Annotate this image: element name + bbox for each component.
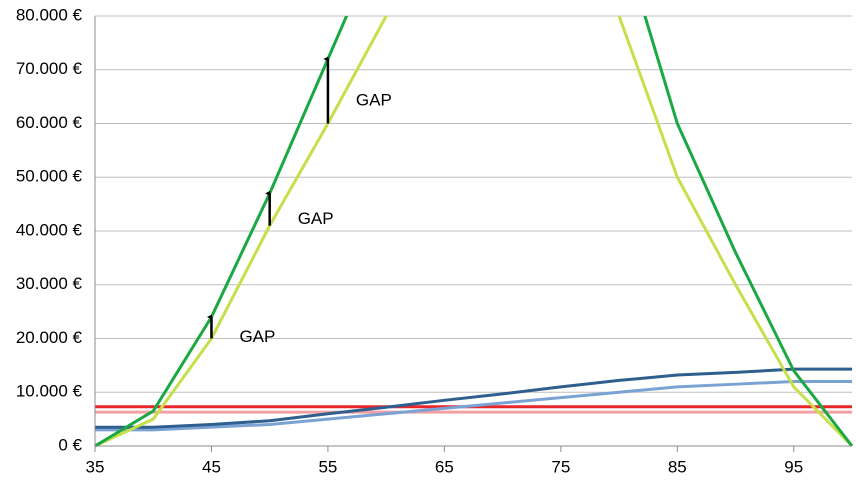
- x-tick-label: 55: [318, 457, 337, 476]
- y-tick-label: 70.000 €: [16, 59, 83, 78]
- grid: [95, 15, 852, 447]
- y-tick-label: 40.000 €: [16, 220, 83, 239]
- x-tick-label: 95: [784, 457, 803, 476]
- x-tick-label: 45: [202, 457, 221, 476]
- y-tick-label: 80.000 €: [16, 5, 83, 24]
- series-line: [95, 380, 852, 432]
- x-tick-label: 35: [86, 457, 105, 476]
- series-line: [95, 16, 853, 447]
- y-tick-label: 50.000 €: [16, 167, 83, 186]
- series-line: [95, 367, 852, 429]
- y-tick-label: 0 €: [58, 435, 82, 454]
- y-tick-label: 30.000 €: [16, 274, 83, 293]
- foreground: 0 € 10.000 € 20.000 € 30.000 € 40.000 € 50.00…: [16, 5, 852, 476]
- series-line: [95, 16, 853, 447]
- y-tick-label: 60.000 €: [16, 113, 83, 132]
- x-tick-label: 65: [435, 457, 454, 476]
- x-tick-label: 85: [668, 457, 687, 476]
- y-tick-label: 20.000 €: [16, 328, 83, 347]
- annotation: GAP: [239, 327, 275, 346]
- annotation: GAP: [356, 91, 392, 110]
- y-tick-label: 10.000 €: [16, 382, 83, 401]
- x-tick-label: 75: [551, 457, 570, 476]
- annotation: GAP: [298, 209, 334, 228]
- plot-area: [95, 16, 853, 447]
